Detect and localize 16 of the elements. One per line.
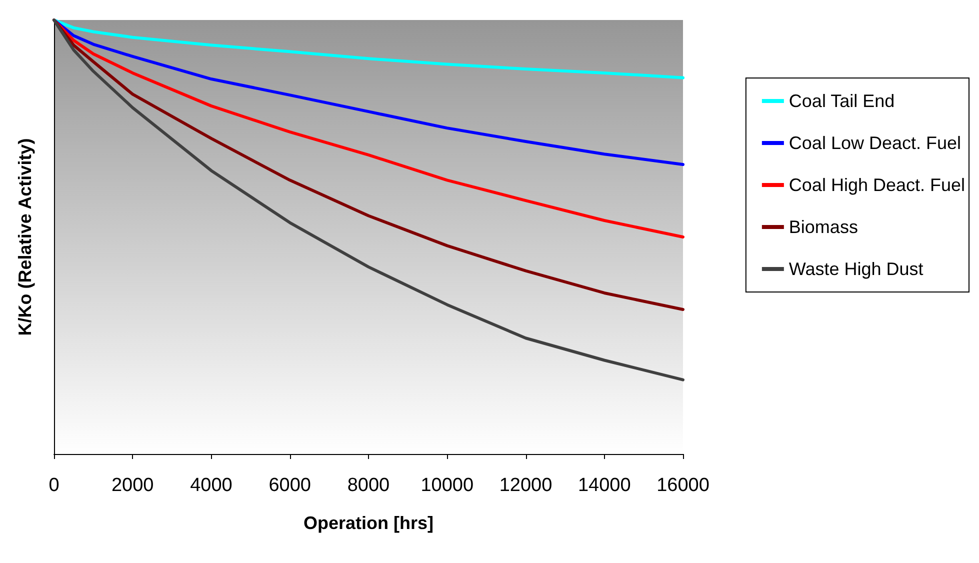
legend-label: Coal Low Deact. Fuel bbox=[788, 133, 962, 153]
legend-label: Coal High Deact. Fuel bbox=[788, 175, 966, 195]
x-tick-label: 6000 bbox=[268, 475, 312, 496]
x-tick-label: 12000 bbox=[499, 475, 552, 496]
legend-label: Coal Tail End bbox=[788, 91, 895, 111]
legend-label: Waste High Dust bbox=[788, 259, 924, 279]
x-tick-label: 16000 bbox=[656, 475, 710, 496]
x-tick-label: 8000 bbox=[347, 475, 390, 496]
x-tick-label: 0 bbox=[48, 475, 60, 496]
x-tick-label: 2000 bbox=[111, 475, 154, 496]
legend-label: Biomass bbox=[788, 217, 858, 237]
x-axis-title: Operation [hrs] bbox=[303, 513, 434, 533]
y-axis-title: K/Ko (Relative Activity) bbox=[15, 138, 35, 336]
x-tick-label: 14000 bbox=[578, 475, 631, 496]
x-tick-label: 10000 bbox=[420, 475, 474, 496]
x-tick-label: 4000 bbox=[190, 475, 232, 496]
